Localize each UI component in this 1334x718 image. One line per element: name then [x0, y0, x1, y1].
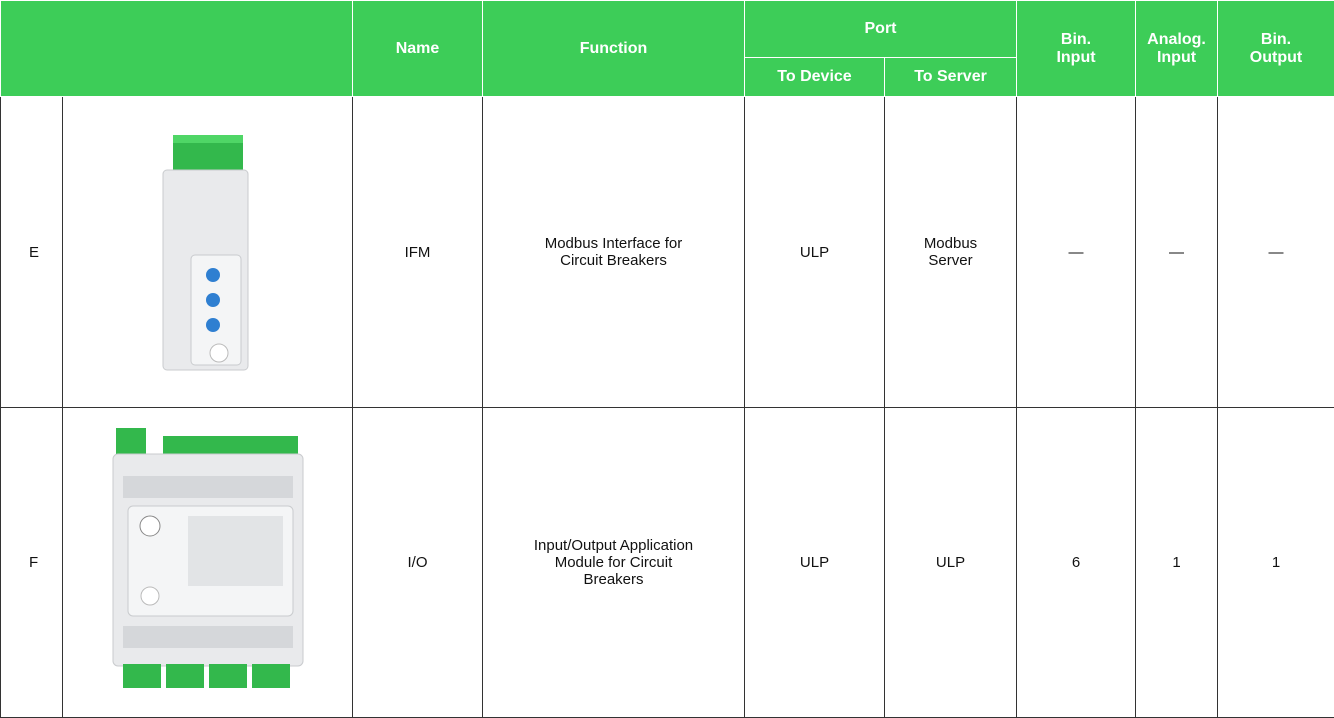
header-cell: Function: [483, 1, 745, 97]
header-blank: [1, 1, 353, 97]
cell: —: [1136, 97, 1218, 408]
header-cell: Bin. Input: [1017, 1, 1136, 97]
cell: Modbus Interface for Circuit Breakers: [483, 97, 745, 408]
cell: Modbus Server: [885, 97, 1017, 408]
cell: IFM: [353, 97, 483, 408]
image-cell: [63, 97, 353, 408]
cell: ULP: [745, 97, 885, 408]
ifm-device-image: [153, 115, 263, 385]
cell: ULP: [885, 408, 1017, 718]
header-cell: Port: [745, 1, 1017, 58]
image-cell: [63, 408, 353, 718]
header-cell: Bin. Output: [1218, 1, 1334, 97]
cell: I/O: [353, 408, 483, 718]
cell-text: Modbus Server: [916, 235, 986, 269]
cell: 6: [1017, 408, 1136, 718]
io-device-image: [108, 426, 308, 696]
header-cell: To Device: [745, 58, 885, 97]
cell-text: Input/Output Application Module for Circ…: [524, 537, 704, 588]
cell: F: [1, 408, 63, 718]
cell-text: Modbus Interface for Circuit Breakers: [529, 235, 699, 269]
cell: ULP: [745, 408, 885, 718]
row: E IFM Modbus Interface for Circuit Break…: [1, 97, 1334, 408]
header-cell: Name: [353, 1, 483, 97]
cell: —: [1017, 97, 1136, 408]
row: F I/O Input/Output Application Module fo…: [1, 408, 1334, 718]
cell: Input/Output Application Module for Circ…: [483, 408, 745, 718]
cell: —: [1218, 97, 1334, 408]
header-cell: Analog. Input: [1136, 1, 1218, 97]
header-cell: To Server: [885, 58, 1017, 97]
cell: 1: [1218, 408, 1334, 718]
cell: 1: [1136, 408, 1218, 718]
cell: E: [1, 97, 63, 408]
